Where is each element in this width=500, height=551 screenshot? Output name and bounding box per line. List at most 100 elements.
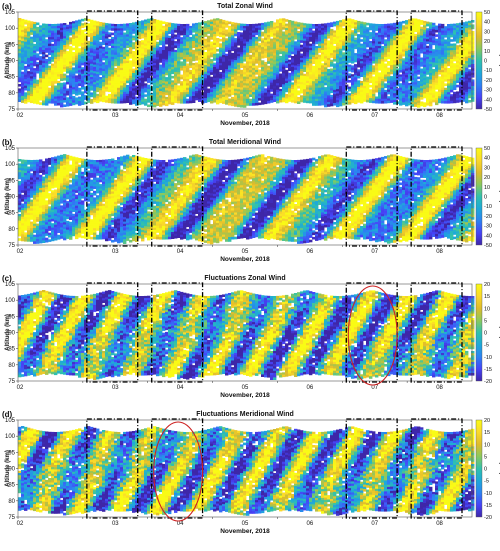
heatmap-cell bbox=[147, 105, 150, 108]
heatmap-cell bbox=[39, 98, 42, 101]
heatmap-cell bbox=[105, 100, 108, 103]
heatmap-cell bbox=[69, 33, 72, 36]
heatmap-cell bbox=[147, 80, 150, 83]
heatmap-cell bbox=[144, 79, 147, 82]
heatmap-cell bbox=[114, 64, 117, 67]
heatmap-cell bbox=[132, 38, 135, 41]
heatmap-cell bbox=[75, 71, 78, 74]
heatmap-cell bbox=[78, 44, 81, 47]
heatmap-cell bbox=[75, 93, 78, 96]
heatmap-cell bbox=[102, 42, 105, 45]
heatmap-cell bbox=[108, 35, 111, 38]
heatmap-cell bbox=[87, 100, 90, 103]
heatmap-cell bbox=[138, 37, 141, 40]
heatmap-cell bbox=[81, 19, 84, 22]
heatmap-cell bbox=[18, 99, 21, 102]
heatmap-cell bbox=[27, 67, 30, 70]
heatmap-cell bbox=[90, 88, 93, 91]
heatmap-cell bbox=[72, 92, 75, 95]
heatmap-cell bbox=[108, 101, 111, 104]
heatmap-cell bbox=[63, 78, 66, 81]
heatmap-cell bbox=[24, 62, 27, 65]
heatmap-cell bbox=[108, 28, 111, 31]
heatmap-cell bbox=[126, 81, 129, 84]
heatmap-cell bbox=[111, 28, 114, 31]
heatmap-cell bbox=[81, 63, 84, 66]
heatmap-cell bbox=[132, 102, 135, 105]
heatmap-cell bbox=[30, 101, 33, 104]
heatmap-cell bbox=[132, 47, 135, 50]
heatmap-cell bbox=[24, 22, 27, 25]
heatmap-cell bbox=[111, 33, 114, 36]
heatmap-cell bbox=[39, 52, 42, 55]
panel-title: Total Zonal Wind bbox=[217, 3, 273, 10]
heatmap-cell bbox=[99, 99, 102, 102]
heatmap-cell bbox=[42, 103, 45, 106]
heatmap-cell bbox=[129, 56, 132, 59]
heatmap-cell bbox=[99, 37, 102, 40]
heatmap-cell bbox=[99, 73, 102, 76]
heatmap-cell bbox=[36, 102, 39, 105]
heatmap-cell bbox=[144, 103, 147, 106]
heatmap-cell bbox=[69, 103, 72, 106]
heatmap-cell bbox=[78, 103, 81, 106]
heatmap-cell bbox=[123, 101, 126, 104]
heatmap-cell bbox=[126, 100, 129, 103]
heatmap-cell bbox=[72, 63, 75, 66]
heatmap-cell bbox=[81, 87, 84, 90]
heatmap-cell bbox=[81, 25, 84, 28]
heatmap-cell bbox=[45, 35, 48, 38]
heatmap-cell bbox=[69, 42, 72, 45]
heatmap-cell bbox=[27, 100, 30, 103]
heatmap-cell bbox=[57, 103, 60, 106]
heatmap-cell bbox=[96, 90, 99, 93]
heatmap-cell bbox=[51, 59, 54, 62]
heatmap-cell bbox=[60, 78, 63, 81]
heatmap-cell bbox=[72, 103, 75, 106]
heatmap-cell bbox=[72, 43, 75, 46]
heatmap-cell bbox=[45, 50, 48, 53]
heatmap-cell bbox=[36, 49, 39, 52]
heatmap-cell bbox=[33, 64, 36, 67]
heatmap-cell bbox=[33, 101, 36, 104]
heatmap-cell bbox=[66, 93, 69, 96]
heatmap-cell bbox=[102, 100, 105, 103]
heatmap-cell bbox=[48, 61, 51, 64]
heatmap-cell bbox=[90, 95, 93, 98]
heatmap-cell bbox=[123, 28, 126, 31]
heatmap-cell bbox=[48, 83, 51, 86]
heatmap-cell bbox=[24, 101, 27, 104]
heatmap-cell bbox=[51, 101, 54, 104]
heatmap-cell bbox=[18, 84, 21, 87]
heatmap-cell bbox=[66, 82, 69, 85]
heatmap-cell bbox=[54, 103, 57, 106]
heatmap-cell bbox=[33, 40, 36, 43]
heatmap-cell bbox=[120, 101, 123, 104]
heatmap-cell bbox=[45, 55, 48, 58]
heatmap-cell bbox=[30, 32, 33, 35]
heatmap-cell bbox=[48, 101, 51, 104]
heatmap-cell bbox=[51, 39, 54, 42]
heatmap-cell bbox=[141, 102, 144, 105]
heatmap-cell bbox=[96, 101, 99, 104]
heatmap-cell bbox=[66, 47, 69, 50]
heatmap-cell bbox=[105, 89, 108, 92]
heatmap-cell bbox=[36, 23, 39, 26]
heatmap-cell bbox=[132, 31, 135, 34]
heatmap-cell bbox=[36, 71, 39, 74]
heatmap-cell bbox=[63, 69, 66, 72]
heatmap-cell bbox=[132, 64, 135, 67]
heatmap-cell bbox=[78, 83, 81, 86]
heatmap-cell bbox=[141, 36, 144, 39]
heatmap-cell bbox=[87, 19, 90, 22]
heatmap-cell bbox=[111, 101, 114, 104]
heatmap-cell bbox=[75, 102, 78, 105]
heatmap-cell bbox=[48, 53, 51, 56]
heatmap-cell bbox=[102, 58, 105, 61]
heatmap-cell bbox=[138, 103, 141, 106]
heatmap-cell bbox=[90, 101, 93, 104]
heatmap-cell bbox=[129, 102, 132, 105]
heatmap-cell bbox=[18, 80, 21, 83]
heatmap-cell bbox=[45, 103, 48, 106]
